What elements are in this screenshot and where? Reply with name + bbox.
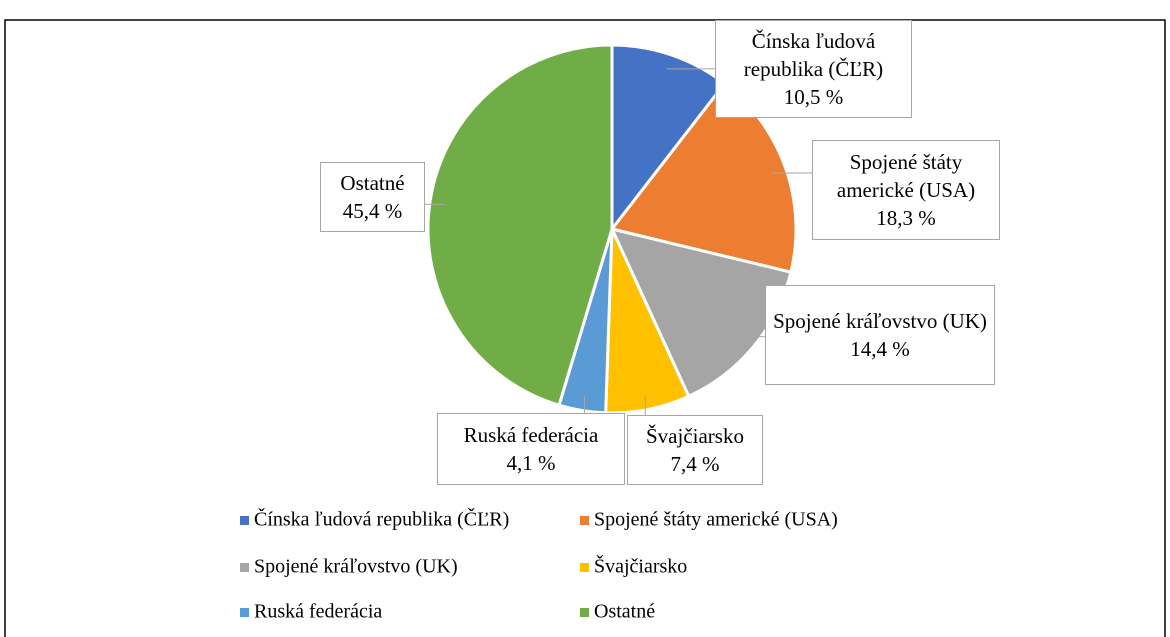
- legend-label: Spojené štáty americké (USA): [594, 509, 838, 531]
- legend-label: Spojené kráľovstvo (UK): [254, 556, 458, 578]
- legend-swatch: [580, 563, 589, 572]
- legend-label: Ostatné: [594, 601, 655, 623]
- data-label-text: 45,4 %: [342, 199, 403, 223]
- data-label-text: Spojené štáty americké (USA): [836, 150, 976, 202]
- data-label-text: Spojené kráľovstvo (UK): [773, 309, 987, 333]
- data-label: Švajčiarsko 7,4 %: [627, 415, 763, 485]
- legend-label: Ruská federácia: [254, 601, 382, 623]
- pie-slice: [426, 43, 614, 408]
- data-label-text: 10,5 %: [783, 85, 844, 109]
- legend-swatch: [580, 608, 589, 617]
- data-label-text: Čínska ľudová republika (ČĽR): [743, 29, 884, 81]
- data-label-text: 7,4 %: [670, 452, 720, 476]
- data-label-text: 14,4 %: [850, 337, 910, 361]
- chart-border: [4, 19, 1166, 637]
- legend-label: Švajčiarsko: [594, 554, 687, 578]
- data-label: Čínska ľudová republika (ČĽR) 10,5 %: [715, 20, 912, 118]
- data-label: Ostatné 45,4 %: [320, 162, 425, 232]
- data-label-text: 4,1 %: [506, 451, 556, 475]
- data-label: Spojené štáty americké (USA) 18,3 %: [812, 140, 1000, 240]
- data-label-text: Ruská federácia: [463, 423, 599, 447]
- legend-swatch: [240, 516, 249, 525]
- legend-swatch: [240, 563, 249, 572]
- legend-swatch: [240, 608, 249, 617]
- legend-swatch: [580, 516, 589, 525]
- data-label-text: Ostatné: [340, 171, 405, 195]
- pie-slice: [609, 226, 793, 399]
- data-label: Ruská federácia 4,1 %: [437, 413, 625, 485]
- data-label-text: Švajčiarsko: [646, 424, 744, 448]
- data-label-text: 18,3 %: [876, 206, 936, 230]
- legend-label: Čínska ľudová republika (ČĽR): [254, 507, 509, 531]
- data-label: Spojené kráľovstvo (UK) 14,4 %: [765, 285, 995, 385]
